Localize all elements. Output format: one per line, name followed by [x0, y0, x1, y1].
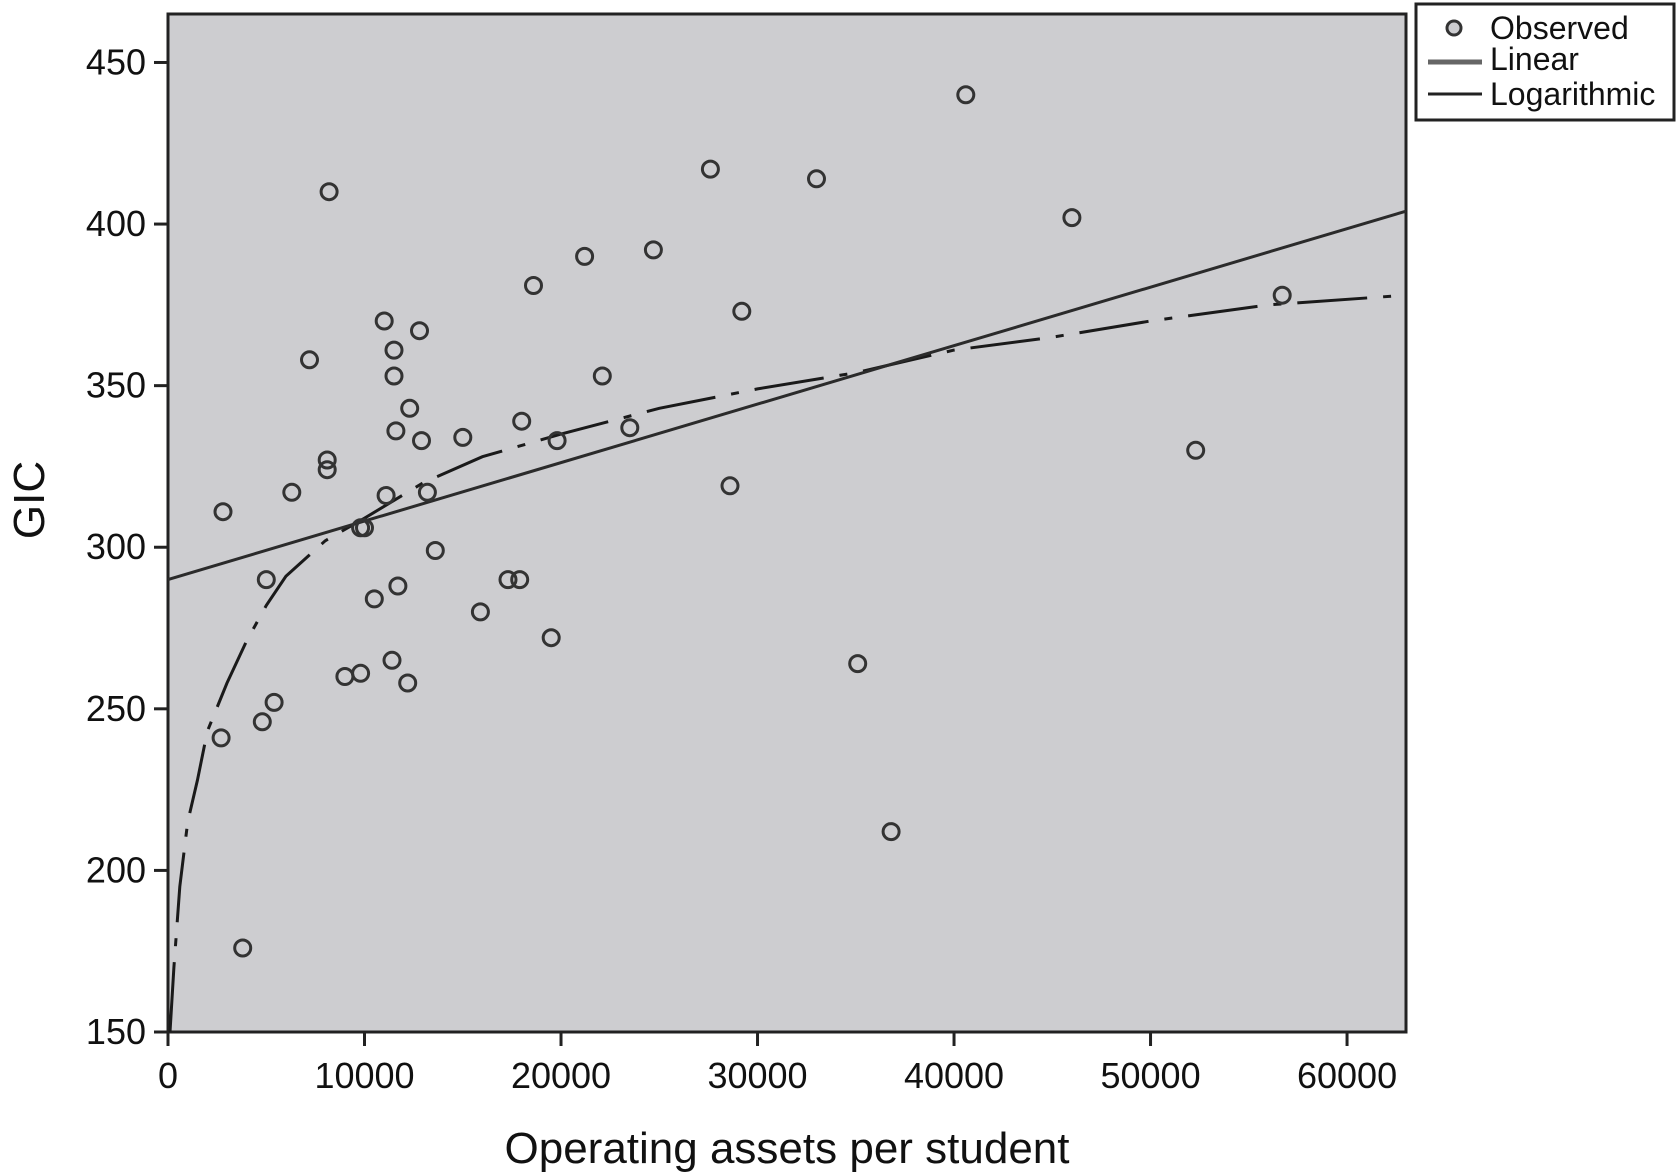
legend-linear-label: Linear [1490, 41, 1579, 77]
observed-point [700, 159, 720, 179]
observed-point [453, 427, 473, 447]
observed-point [412, 431, 431, 451]
observed-point [547, 431, 567, 451]
observed-point [351, 663, 371, 683]
y-tick-label: 450 [86, 41, 146, 82]
observed-point [256, 570, 276, 590]
legend-observed-label: Observed [1490, 10, 1629, 46]
logarithmic-fit-layer [168, 293, 1407, 1033]
x-tick-label: 50000 [1100, 1055, 1200, 1096]
y-tick-label: 400 [86, 203, 146, 244]
observed-point [425, 541, 445, 560]
observed-point [732, 301, 752, 321]
observed-point [575, 246, 595, 266]
observed-point [541, 628, 561, 648]
logarithmic-fit-line [168, 293, 1407, 1033]
legend: Observed Linear Logarithmic [1414, 2, 1676, 122]
y-axis: 150 200 250 300 350 400 450 [86, 41, 168, 1052]
legend-logarithmic-label: Logarithmic [1490, 76, 1655, 112]
observed-point [384, 340, 404, 360]
observed-point [1062, 208, 1082, 228]
observed-point [470, 602, 490, 622]
linear-fit-layer [167, 209, 1407, 581]
y-axis-title: GIC [5, 461, 54, 539]
observed-point [848, 654, 868, 674]
observed-point [410, 321, 429, 341]
observed-point [252, 712, 272, 732]
x-tick-label: 40000 [904, 1055, 1004, 1096]
x-tick-label: 10000 [314, 1055, 414, 1096]
observed-point [376, 486, 396, 505]
observed-point [417, 482, 437, 502]
observed-point [374, 311, 394, 331]
y-tick-label: 150 [86, 1011, 146, 1052]
legend-observed-marker [1445, 19, 1463, 37]
observed-point [498, 570, 518, 590]
observed-point [384, 366, 404, 386]
observed-point [620, 418, 640, 438]
observed-point [512, 411, 532, 431]
observed-point [510, 570, 530, 590]
x-tick-label: 0 [158, 1055, 178, 1096]
observed-point [213, 502, 233, 522]
observed-point [364, 589, 384, 609]
x-tick-label: 60000 [1297, 1055, 1397, 1096]
observed-point [720, 476, 740, 496]
observed-point [956, 85, 976, 105]
observed-point [355, 518, 374, 538]
observed-point [382, 650, 402, 670]
plot-area [166, 12, 1408, 1034]
observed-point [398, 673, 418, 693]
observed-point [807, 169, 826, 189]
observed-point [386, 421, 406, 441]
y-tick-label: 350 [86, 365, 146, 406]
x-axis: 0 10000 20000 30000 40000 50000 60000 [158, 1032, 1397, 1096]
y-tick-label: 250 [86, 688, 146, 729]
observed-point [1272, 285, 1292, 305]
observed-point [317, 460, 337, 480]
y-tick-label: 300 [86, 526, 146, 567]
observed-point [592, 366, 612, 386]
observed-point [643, 240, 663, 260]
observed-point [264, 692, 284, 712]
x-tick-label: 20000 [511, 1055, 611, 1096]
observed-points-layer [211, 85, 1292, 958]
observed-point [400, 398, 420, 418]
y-tick-label: 200 [86, 849, 146, 890]
x-axis-title: Operating assets per student [505, 1124, 1070, 1173]
observed-point [233, 938, 253, 958]
observed-point [524, 276, 543, 295]
observed-point [881, 822, 901, 842]
observed-point [317, 450, 337, 470]
observed-point [319, 182, 339, 202]
observed-point [300, 350, 319, 370]
observed-point [388, 576, 408, 596]
linear-fit-line [167, 209, 1407, 581]
observed-point [282, 482, 302, 502]
observed-point [211, 728, 231, 748]
x-tick-label: 30000 [707, 1055, 807, 1096]
observed-point [1186, 440, 1206, 460]
